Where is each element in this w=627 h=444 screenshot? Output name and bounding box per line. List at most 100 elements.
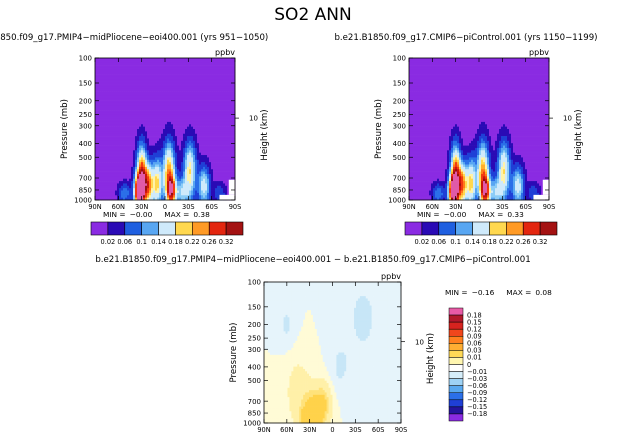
heatmap-cell [223, 165, 225, 168]
heatmap-cell [99, 174, 101, 177]
heatmap-cell [217, 72, 219, 75]
heatmap-cell [199, 138, 201, 141]
heatmap-cell [123, 112, 125, 115]
heatmap-cell [217, 127, 219, 130]
heatmap-cell [139, 65, 141, 68]
heatmap-cell [181, 162, 183, 165]
heatmap-cell [187, 167, 189, 170]
heatmap-cell [179, 174, 181, 177]
heatmap-cell [111, 191, 113, 194]
heatmap-cell [177, 157, 179, 160]
heatmap-cell [189, 82, 191, 85]
heatmap-cell [155, 117, 157, 120]
heatmap-cell [221, 165, 223, 168]
heatmap-cell [189, 70, 191, 73]
heatmap-cell [123, 195, 125, 198]
heatmap-cell [177, 58, 179, 61]
heatmap-cell [219, 153, 221, 156]
heatmap-cell [133, 183, 135, 186]
heatmap-cell [147, 60, 149, 63]
heatmap-cell [115, 105, 117, 108]
heatmap-cell [111, 136, 113, 139]
heatmap-cell [157, 148, 159, 151]
heatmap-cell [153, 122, 155, 125]
heatmap-cell [129, 103, 131, 106]
heatmap-cell [177, 96, 179, 99]
heatmap-cell [425, 120, 427, 123]
heatmap-cell [163, 94, 165, 97]
heatmap-cell [107, 143, 109, 146]
heatmap-cell [181, 193, 183, 196]
heatmap-cell [207, 176, 209, 179]
heatmap-cell [205, 101, 207, 104]
heatmap-cell [133, 82, 135, 85]
heatmap-cell [159, 108, 161, 111]
heatmap-cell [175, 183, 177, 186]
heatmap-cell [123, 155, 125, 158]
heatmap-cell [99, 195, 101, 198]
heatmap-cell [131, 108, 133, 111]
heatmap-cell [189, 72, 191, 75]
heatmap-cell [209, 117, 211, 120]
heatmap-cell [209, 98, 211, 101]
heatmap-cell [99, 143, 101, 146]
heatmap-cell [105, 105, 107, 108]
heatmap-cell [151, 75, 153, 78]
heatmap-cell [111, 155, 113, 158]
heatmap-cell [199, 79, 201, 82]
heatmap-cell [115, 195, 117, 198]
heatmap-cell [177, 75, 179, 78]
heatmap-cell [159, 124, 161, 127]
heatmap-cell [115, 143, 117, 146]
heatmap-cell [423, 110, 425, 113]
heatmap-cell [411, 138, 413, 141]
heatmap-cell [419, 160, 421, 163]
heatmap-cell [161, 98, 163, 101]
heatmap-cell [211, 72, 213, 75]
heatmap-cell [165, 148, 167, 151]
heatmap-cell [211, 129, 213, 132]
heatmap-cell [229, 174, 231, 177]
heatmap-cell [155, 148, 157, 151]
heatmap-cell [431, 146, 433, 149]
heatmap-cell [411, 136, 413, 139]
heatmap-cell [159, 112, 161, 115]
heatmap-cell [195, 127, 197, 130]
height-tick-label: 10 [249, 115, 258, 123]
heatmap-cell [113, 122, 115, 125]
heatmap-cell [225, 191, 227, 194]
heatmap-cell [127, 146, 129, 149]
heatmap-cell [203, 138, 205, 141]
heatmap-cell [223, 148, 225, 151]
heatmap-cell [427, 89, 429, 92]
heatmap-cell [175, 117, 177, 120]
heatmap-cell [199, 136, 201, 139]
heatmap-cell [117, 186, 119, 189]
heatmap-cell [423, 112, 425, 115]
heatmap-cell [139, 195, 141, 198]
heatmap-cell [207, 153, 209, 156]
heatmap-cell [227, 65, 229, 68]
heatmap-cell [165, 129, 167, 132]
heatmap-cell [189, 143, 191, 146]
heatmap-cell [225, 112, 227, 115]
heatmap-cell [131, 138, 133, 141]
heatmap-cell [119, 162, 121, 165]
heatmap-cell [195, 108, 197, 111]
heatmap-cell [201, 148, 203, 151]
heatmap-cell [201, 77, 203, 80]
heatmap-cell [149, 172, 151, 175]
heatmap-cell [161, 115, 163, 118]
heatmap-cell [133, 67, 135, 70]
heatmap-cell [195, 120, 197, 123]
heatmap-cell [117, 193, 119, 196]
heatmap-cell [103, 129, 105, 132]
heatmap-cell [205, 110, 207, 113]
heatmap-cell [225, 134, 227, 137]
heatmap-cell [141, 115, 143, 118]
heatmap-cell [415, 127, 417, 130]
heatmap-cell [131, 96, 133, 99]
heatmap-cell [207, 120, 209, 123]
heatmap-cell [219, 86, 221, 89]
heatmap-cell [421, 195, 423, 198]
